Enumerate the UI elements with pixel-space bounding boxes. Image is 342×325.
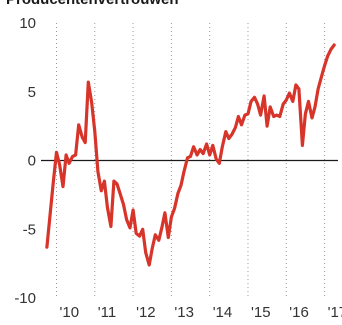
x-axis-tick-labels: '10 '11 '12 '13 '14 '15 '16 '17 xyxy=(59,304,342,321)
x-tick-label: '17 xyxy=(328,304,342,321)
x-tick-label: '13 xyxy=(174,304,194,321)
x-tick-label: '12 xyxy=(136,304,156,321)
y-tick-label: -10 xyxy=(14,290,36,307)
x-tick-label: '11 xyxy=(98,304,116,321)
y-axis-tick-labels: 10 5 0 -5 -10 xyxy=(14,15,36,307)
y-tick-label: 5 xyxy=(28,84,36,101)
y-tick-label: -5 xyxy=(23,221,36,238)
y-tick-label: 0 xyxy=(28,153,36,170)
series-line xyxy=(45,43,336,267)
x-tick-label: '10 xyxy=(59,304,79,321)
y-tick-label: 10 xyxy=(19,15,36,32)
chart-title: Producentenvertrouwen xyxy=(6,0,179,8)
x-tick-label: '16 xyxy=(289,304,309,321)
x-tick-label: '15 xyxy=(251,304,271,321)
x-tick-label: '14 xyxy=(213,304,233,321)
